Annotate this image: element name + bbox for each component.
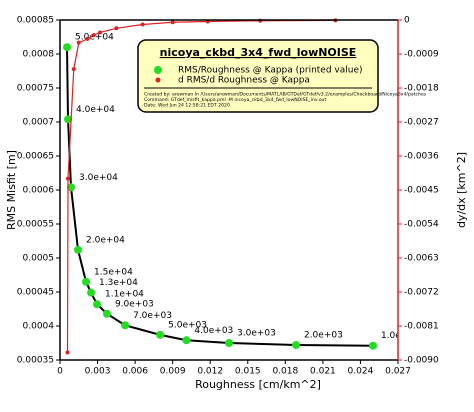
x-tick-label: 0 bbox=[57, 367, 63, 377]
data-point bbox=[76, 40, 81, 45]
legend-label: RMS/Roughness @ Kappa (printed value) bbox=[178, 66, 363, 76]
data-point bbox=[140, 22, 145, 27]
x-tick-label: 0.018 bbox=[272, 367, 298, 377]
x-tick-label: 0.009 bbox=[160, 367, 186, 377]
legend-note: Created by: arewman In /Users/arewman/Do… bbox=[144, 92, 427, 98]
x-tick-label: 0.006 bbox=[122, 367, 148, 377]
x-axis-label: Roughness [cm/km^2] bbox=[195, 378, 321, 391]
y2-tick-label: -0.0018 bbox=[404, 84, 439, 94]
y-tick-label: 0.00045 bbox=[17, 288, 54, 298]
y2-tick-label: -0.0072 bbox=[404, 288, 439, 298]
data-point bbox=[87, 288, 96, 297]
y-tick-label: 0.00075 bbox=[17, 84, 54, 94]
point-label: 9.0e+03 bbox=[115, 299, 154, 309]
y2-axis-label: dy/dx [km^2] bbox=[455, 152, 468, 228]
y-tick-label: 0.0006 bbox=[23, 186, 55, 196]
data-point bbox=[93, 300, 102, 309]
x-tick-label: 0.003 bbox=[85, 367, 111, 377]
data-point bbox=[291, 341, 300, 350]
data-point bbox=[71, 67, 76, 72]
point-label: 5.0e+04 bbox=[75, 33, 114, 43]
point-label: 4.0e+04 bbox=[76, 105, 115, 115]
y-tick-label: 0.00085 bbox=[17, 16, 54, 26]
y2-tick-label: -0.0090 bbox=[404, 356, 439, 366]
y2-tick-label: -0.0063 bbox=[404, 254, 439, 264]
x-tick-label: 0.012 bbox=[197, 367, 223, 377]
legend-marker bbox=[154, 66, 162, 74]
data-point bbox=[98, 30, 103, 35]
x-tick-label: 0.024 bbox=[348, 367, 374, 377]
legend-title: nicoya_ckbd_3x4_fwd_lowNOISE bbox=[160, 46, 357, 59]
point-label: 3.0e+03 bbox=[237, 329, 276, 339]
legend-marker bbox=[155, 77, 161, 83]
point-label: 4.0e+03 bbox=[194, 326, 233, 336]
y-tick-label: 0.0005 bbox=[23, 254, 55, 264]
point-label: 2.0e+04 bbox=[86, 235, 125, 245]
y-axis-label: RMS Misfit [m] bbox=[5, 150, 18, 230]
y2-tick-label: -0.0036 bbox=[404, 152, 439, 162]
point-label: 3.0e+04 bbox=[79, 173, 118, 183]
legend-note: Command: GTdef_misfit_kappa.pml -M nicoy… bbox=[144, 97, 326, 103]
x-tick-label: 0.027 bbox=[385, 367, 411, 377]
point-label: 1.5e+04 bbox=[94, 267, 133, 277]
data-point bbox=[82, 277, 91, 286]
data-point bbox=[65, 350, 70, 355]
y2-tick-label: -0.0045 bbox=[404, 186, 439, 196]
point-label: 2.0e+03 bbox=[304, 331, 343, 341]
data-point bbox=[66, 176, 71, 181]
legend-label: d RMS/d Roughness @ Kappa bbox=[178, 76, 310, 86]
y2-tick-label: -0.0009 bbox=[404, 50, 439, 60]
series-line bbox=[66, 47, 373, 347]
point-label: 1.1e+04 bbox=[105, 290, 144, 300]
point-label: 1.3e+04 bbox=[99, 278, 138, 288]
data-point bbox=[67, 183, 76, 192]
data-point bbox=[170, 20, 175, 25]
data-point bbox=[368, 341, 377, 350]
data-point bbox=[156, 330, 165, 339]
y2-tick-label: -0.0081 bbox=[404, 322, 439, 332]
y2-tick-label: -0.0027 bbox=[404, 118, 439, 128]
data-point bbox=[63, 43, 72, 52]
data-point bbox=[121, 321, 130, 330]
y-tick-label: 0.0008 bbox=[23, 50, 55, 60]
legend-box bbox=[137, 39, 379, 113]
y-tick-label: 0.0004 bbox=[23, 322, 55, 332]
x-tick-label: 0.015 bbox=[235, 367, 261, 377]
data-point bbox=[225, 339, 233, 347]
point-label: 1.0e+03 bbox=[381, 331, 420, 341]
data-point bbox=[85, 36, 90, 41]
point-label: 5.0e+03 bbox=[168, 320, 207, 330]
data-point bbox=[91, 33, 96, 38]
y-tick-label: 0.00055 bbox=[17, 220, 54, 230]
data-point bbox=[74, 245, 83, 254]
y-tick-label: 0.0007 bbox=[23, 118, 55, 128]
legend-note: Date: Wed Jun 24 12:58:21 EDT 2020 bbox=[144, 103, 230, 109]
y-tick-label: 0.00035 bbox=[17, 356, 54, 366]
data-point bbox=[114, 26, 119, 31]
plot-area: 5.0e+04 4.0e+04 3.0e+04 2.0e+04 1.5e+041.3e+… bbox=[63, 18, 420, 355]
y-tick-label: 0.00065 bbox=[17, 152, 54, 162]
point-label: 7.0e+03 bbox=[133, 311, 172, 321]
data-point bbox=[102, 309, 111, 318]
x-tick-label: 0.021 bbox=[310, 367, 336, 377]
data-point bbox=[182, 336, 191, 345]
y2-tick-label: -0.0054 bbox=[404, 220, 439, 230]
data-point bbox=[64, 115, 73, 124]
y2-tick-label: 0 bbox=[404, 16, 410, 26]
